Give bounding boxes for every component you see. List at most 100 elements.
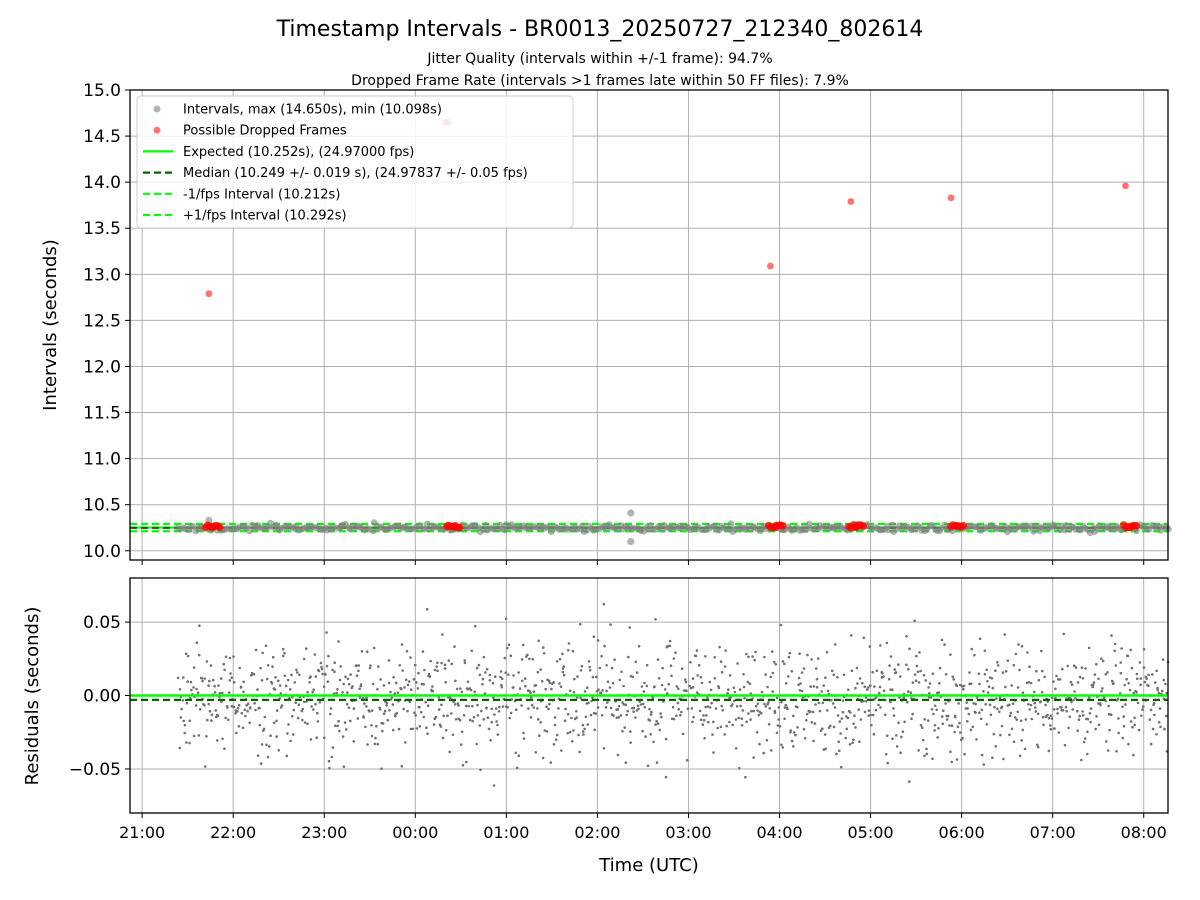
residual-point (719, 725, 723, 729)
dropped-frame-point (1132, 522, 1141, 530)
residual-point (320, 667, 324, 671)
residual-point (629, 741, 632, 744)
residual-point (1157, 721, 1161, 724)
residual-point (265, 743, 268, 747)
residual-point (965, 701, 968, 704)
residual-point (1027, 681, 1031, 684)
residual-point (242, 680, 245, 684)
residual-point (845, 715, 848, 718)
residual-point (1062, 632, 1066, 636)
intervals-plot: 10.0 10.5 11.0 11.5 12.0 12.5 13.0 13.5 14.0 14.5… (40, 81, 1172, 565)
dropped-frame-point (205, 290, 213, 298)
residual-point (223, 668, 226, 672)
residual-point (365, 650, 369, 653)
residual-point (544, 687, 547, 691)
residual-point (695, 649, 699, 652)
residual-point (1061, 667, 1064, 671)
interval-point (727, 520, 735, 527)
residual-point (960, 685, 964, 688)
residual-point (558, 682, 561, 685)
residual-point (1095, 662, 1098, 666)
residual-point (943, 643, 946, 646)
residual-point (409, 727, 413, 731)
residual-point (396, 691, 400, 695)
residual-point (781, 660, 785, 663)
residual-point (330, 755, 334, 759)
residual-point (285, 754, 289, 758)
residual-point (787, 675, 790, 678)
residual-point (612, 714, 615, 717)
residual-point (400, 687, 403, 691)
residual-point (277, 749, 281, 752)
residual-point (315, 736, 319, 739)
residual-point (815, 677, 819, 681)
residual-point (632, 710, 635, 713)
residual-point (637, 707, 640, 711)
residual-point (676, 701, 680, 705)
residual-point (1149, 742, 1153, 746)
residual-point (1132, 691, 1135, 695)
residual-point (920, 726, 924, 729)
residual-point (1112, 682, 1115, 685)
residual-point (868, 645, 872, 648)
residual-point (371, 682, 375, 686)
residual-point (750, 709, 753, 713)
residual-point (547, 679, 551, 682)
residual-point (624, 761, 628, 764)
residual-point (992, 732, 996, 736)
residual-point (370, 724, 373, 727)
residual-point (746, 680, 750, 684)
residual-point (1092, 681, 1096, 684)
residual-point (1159, 725, 1162, 729)
residual-point (826, 709, 829, 712)
residual-point (689, 686, 693, 690)
residual-point (490, 720, 494, 724)
residual-point (699, 675, 703, 679)
residual-point (355, 674, 359, 677)
residual-point (476, 714, 480, 717)
residual-point (600, 714, 604, 717)
residual-point (708, 706, 712, 709)
residual-point (547, 707, 550, 711)
residual-point (872, 732, 876, 736)
residual-point (541, 756, 545, 760)
residual-point (335, 691, 339, 695)
residual-point (985, 668, 988, 672)
residual-point (827, 726, 831, 729)
residual-point (616, 708, 620, 711)
residual-point (239, 685, 243, 689)
intervals-y-tick-label: 10.0 (83, 542, 121, 562)
residual-point (1108, 728, 1111, 732)
residual-point (382, 712, 386, 716)
residual-point (895, 734, 898, 737)
residual-point (380, 767, 383, 770)
residual-point (539, 721, 542, 724)
residual-point (953, 715, 957, 719)
residual-point (1100, 657, 1103, 660)
residual-point (928, 682, 932, 685)
residual-point (1037, 678, 1041, 682)
residual-point (192, 686, 195, 689)
residual-point (705, 714, 708, 717)
residual-point (522, 731, 525, 735)
residual-point (1072, 698, 1075, 702)
residual-point (637, 644, 641, 648)
residual-point (548, 681, 552, 685)
residual-point (1132, 753, 1135, 757)
residual-point (466, 680, 470, 684)
residual-point (196, 691, 200, 695)
residual-point (1006, 659, 1010, 663)
residual-point (274, 676, 277, 679)
residual-point (980, 708, 984, 712)
residual-point (448, 750, 452, 754)
residual-point (352, 707, 356, 710)
residual-point (962, 687, 965, 691)
residual-point (259, 666, 262, 670)
residual-point (979, 717, 983, 721)
residual-point (1042, 723, 1045, 727)
residual-point (366, 743, 369, 746)
residual-point (552, 743, 556, 746)
residual-point (1046, 713, 1049, 717)
residual-point (568, 730, 572, 734)
residual-point (296, 716, 300, 720)
